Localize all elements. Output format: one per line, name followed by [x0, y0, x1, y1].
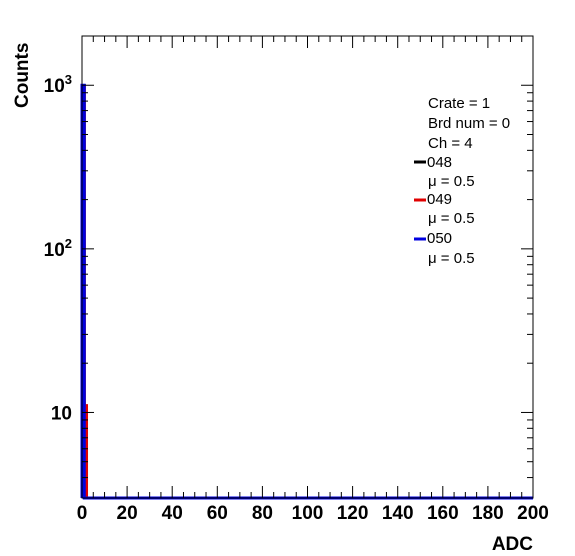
x-axis-title: ADC [492, 534, 533, 555]
legend: Crate = 1 Brd num = 0 Ch = 4 048 μ = 0.5… [414, 95, 510, 267]
y-axis-title: Counts [12, 43, 33, 108]
x-tick-label: 20 [117, 503, 138, 524]
x-tick-label: 80 [252, 503, 273, 524]
x-tick-label: 60 [207, 503, 228, 524]
y-axis: 103 102 10 [44, 35, 533, 499]
x-tick-label: 100 [292, 503, 324, 524]
x-tick-label: 0 [77, 503, 88, 524]
x-tick-label: 180 [472, 503, 504, 524]
legend-board: Brd num = 0 [428, 115, 510, 132]
x-tick-label: 120 [337, 503, 369, 524]
y-tick-label: 103 [44, 72, 72, 97]
y-tick-label: 102 [44, 236, 72, 261]
legend-series-050: 050 [427, 230, 452, 247]
x-tick-label: 200 [517, 503, 549, 524]
legend-series-049: 049 [427, 191, 452, 208]
legend-stat-049: μ = 0.5 [428, 210, 475, 227]
legend-series-048: 048 [427, 154, 452, 171]
legend-channel: Ch = 4 [428, 135, 473, 152]
legend-crate: Crate = 1 [428, 95, 490, 112]
x-tick-label: 160 [427, 503, 459, 524]
x-tick-label: 40 [162, 503, 183, 524]
legend-stat-050: μ = 0.5 [428, 250, 475, 267]
x-axis: 0 20 40 60 80 100 120 140 160 180 200 [77, 36, 549, 524]
legend-stat-048: μ = 0.5 [428, 173, 475, 190]
x-tick-label: 140 [382, 503, 414, 524]
y-tick-label: 10 [51, 403, 72, 424]
